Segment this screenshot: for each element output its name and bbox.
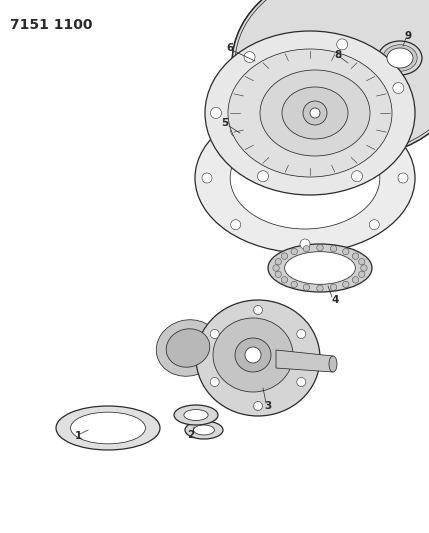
Ellipse shape — [378, 41, 422, 75]
Circle shape — [275, 271, 281, 278]
Circle shape — [330, 246, 337, 252]
Circle shape — [352, 277, 359, 283]
Text: 4: 4 — [331, 295, 338, 305]
Ellipse shape — [174, 405, 218, 425]
Circle shape — [211, 108, 221, 118]
Ellipse shape — [284, 252, 355, 284]
Circle shape — [398, 173, 408, 183]
Ellipse shape — [228, 49, 392, 177]
Circle shape — [291, 281, 297, 288]
Polygon shape — [276, 350, 333, 372]
Text: 6: 6 — [227, 43, 234, 53]
Text: 3: 3 — [264, 401, 272, 411]
Circle shape — [281, 253, 288, 259]
Circle shape — [291, 248, 297, 255]
Circle shape — [310, 108, 320, 118]
Ellipse shape — [193, 425, 214, 435]
Text: 7151 1100: 7151 1100 — [10, 18, 93, 32]
Circle shape — [297, 329, 306, 338]
Circle shape — [393, 83, 404, 93]
Text: 9: 9 — [405, 31, 411, 41]
Ellipse shape — [235, 338, 271, 372]
Circle shape — [317, 245, 323, 251]
Circle shape — [343, 281, 349, 288]
Text: 5: 5 — [221, 118, 229, 128]
Circle shape — [302, 94, 316, 108]
Circle shape — [300, 239, 310, 249]
Ellipse shape — [213, 318, 293, 392]
Ellipse shape — [387, 48, 413, 68]
Text: 7: 7 — [0, 532, 1, 533]
Text: 1: 1 — [74, 431, 82, 441]
Circle shape — [231, 126, 241, 136]
Ellipse shape — [184, 409, 208, 421]
Circle shape — [317, 285, 323, 292]
Circle shape — [231, 220, 241, 230]
Circle shape — [278, 95, 293, 109]
Circle shape — [369, 126, 379, 136]
Circle shape — [369, 220, 379, 230]
Circle shape — [303, 284, 310, 290]
Circle shape — [352, 253, 359, 259]
Ellipse shape — [282, 87, 348, 139]
Circle shape — [297, 377, 306, 386]
Ellipse shape — [260, 70, 370, 156]
Ellipse shape — [342, 59, 378, 87]
Circle shape — [245, 347, 261, 363]
Circle shape — [254, 305, 263, 314]
Circle shape — [351, 171, 363, 182]
Ellipse shape — [166, 329, 210, 367]
Circle shape — [254, 401, 263, 410]
Circle shape — [337, 39, 347, 50]
Ellipse shape — [205, 31, 415, 195]
Circle shape — [330, 284, 337, 290]
Ellipse shape — [56, 406, 160, 450]
Circle shape — [202, 173, 212, 183]
Ellipse shape — [156, 320, 220, 376]
Circle shape — [303, 101, 327, 125]
Circle shape — [359, 259, 365, 265]
Circle shape — [300, 107, 310, 117]
Ellipse shape — [350, 65, 370, 81]
Ellipse shape — [185, 421, 223, 439]
Circle shape — [359, 271, 365, 278]
Circle shape — [327, 96, 341, 111]
Circle shape — [210, 329, 219, 338]
Ellipse shape — [232, 0, 429, 158]
Ellipse shape — [70, 412, 145, 444]
Ellipse shape — [195, 103, 415, 253]
Text: 2: 2 — [187, 430, 195, 440]
Circle shape — [275, 259, 281, 265]
Circle shape — [281, 277, 288, 283]
Ellipse shape — [383, 45, 417, 71]
Ellipse shape — [268, 244, 372, 292]
Ellipse shape — [230, 127, 380, 229]
Circle shape — [343, 248, 349, 255]
Circle shape — [303, 246, 310, 252]
Circle shape — [257, 171, 269, 182]
Circle shape — [361, 265, 367, 271]
Circle shape — [244, 52, 255, 62]
Circle shape — [273, 265, 279, 271]
Circle shape — [210, 377, 219, 386]
Text: 8: 8 — [334, 50, 341, 60]
Ellipse shape — [196, 300, 320, 416]
Ellipse shape — [329, 356, 337, 372]
